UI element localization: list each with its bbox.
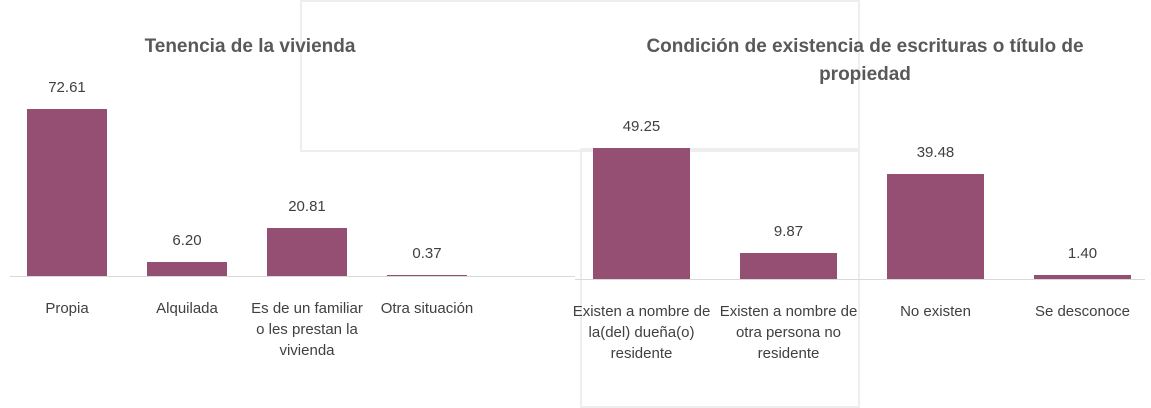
x-tick-label: Se desconoce <box>1013 301 1151 322</box>
bar <box>887 174 984 279</box>
value-label: 49.25 <box>592 118 692 135</box>
bar <box>147 262 227 276</box>
x-tick-label: No existen <box>866 301 1006 322</box>
x-tick-label: Otra situación <box>371 298 483 319</box>
value-label: 1.40 <box>1033 245 1133 262</box>
value-label: 0.37 <box>377 245 477 262</box>
bar <box>387 275 467 276</box>
chart-title: Condición de existencia de escrituras o … <box>630 33 1100 89</box>
value-label: 20.81 <box>257 198 357 215</box>
axis-line <box>10 276 575 277</box>
bar <box>740 253 837 279</box>
value-label: 72.61 <box>17 79 117 96</box>
x-tick-label: Existen a nombre de otra persona no resi… <box>719 301 859 364</box>
x-tick-label: Propia <box>11 298 123 319</box>
value-label: 39.48 <box>886 144 986 161</box>
value-label: 6.20 <box>137 232 237 249</box>
bar <box>27 109 107 276</box>
chart-title: Tenencia de la vivienda <box>50 33 450 61</box>
bar <box>1034 275 1131 279</box>
value-label: 9.87 <box>739 223 839 240</box>
x-tick-label: Alquilada <box>131 298 243 319</box>
bar <box>267 228 347 276</box>
bar <box>593 148 690 279</box>
x-tick-label: Es de un familiar o les prestan la vivie… <box>251 298 363 361</box>
axis-line <box>575 279 1145 280</box>
x-tick-label: Existen a nombre de la(del) dueña(o) res… <box>572 301 712 364</box>
